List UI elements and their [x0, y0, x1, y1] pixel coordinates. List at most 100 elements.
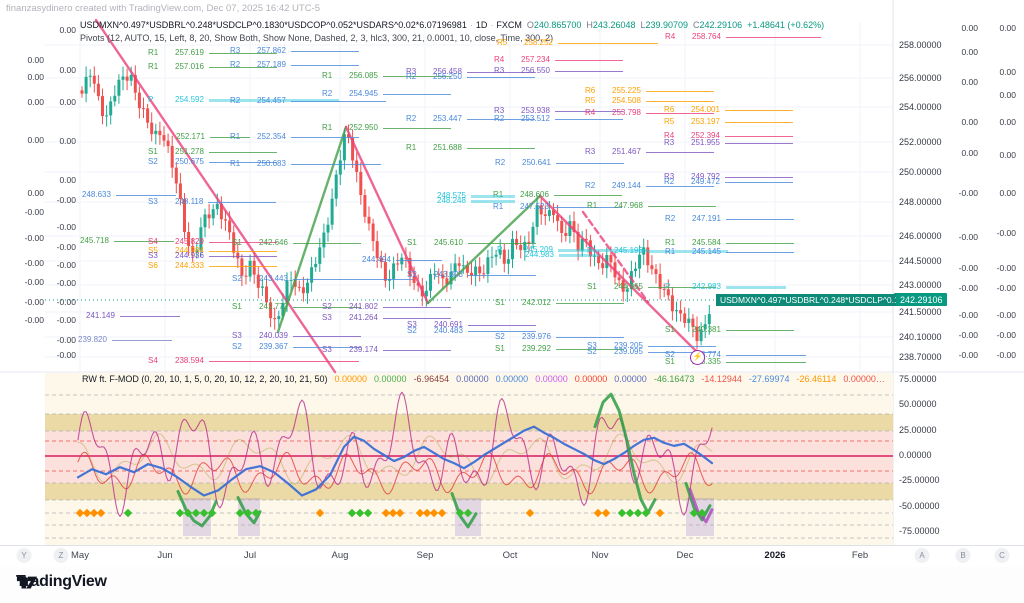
- signal-diamond-orange: [96, 508, 106, 518]
- timeaxis-button-a[interactable]: A: [914, 548, 930, 563]
- indicator-zero-label: -0.00: [56, 297, 76, 307]
- timeaxis-button-z[interactable]: Z: [53, 548, 69, 563]
- indicator-value: 0.00000: [495, 374, 529, 384]
- price-tick: 243.00000: [899, 280, 942, 290]
- pivot-label: S3 240.691: [407, 321, 536, 329]
- indicator-tick: 50.00000: [899, 399, 937, 409]
- timeaxis-button-c[interactable]: C: [994, 548, 1010, 563]
- pivot-label: R3 249.792: [664, 173, 793, 181]
- indicator-zero-label: -0.00: [24, 297, 44, 307]
- indicator-zero-label: 0.00: [961, 47, 978, 57]
- pivot-label: S2 239.095: [587, 348, 716, 356]
- price-tick: 256.00000: [899, 73, 942, 83]
- signal-diamond-green: [363, 508, 373, 518]
- legend-separator: ·: [469, 20, 473, 30]
- pivot-label: R2 253.447: [406, 115, 535, 123]
- price-tick: 246.00000: [899, 231, 942, 241]
- indicator-zero-label: 0.00: [59, 25, 76, 35]
- price-tick: 240.10000: [899, 332, 942, 342]
- indicator-zero-label: 0.00: [999, 117, 1016, 127]
- indicator-legend[interactable]: RW ft. F-MOD (0, 20, 10, 1, 5, 0, 20, 10…: [82, 374, 885, 384]
- pivot-label: R2 247.191: [665, 215, 794, 223]
- time-label: Jul: [243, 550, 257, 561]
- indicator-zero-label: 0.00: [59, 97, 76, 107]
- pivot-label: R1 245.584: [665, 239, 794, 247]
- pivot-label: R5 254.508: [585, 97, 714, 105]
- pivot-label: S4 238.594: [148, 357, 359, 365]
- indicator-tick: 25.00000: [899, 425, 937, 435]
- indicator-value: 0.00000…: [843, 374, 885, 384]
- pivot-label: R3 253.938: [494, 107, 623, 115]
- indicator-zero-label: -0.00: [958, 263, 978, 273]
- pivot-label: R1 245.145: [665, 248, 794, 256]
- timeaxis-button-b[interactable]: B: [955, 548, 971, 563]
- signal-diamond-green: [251, 508, 261, 518]
- indicator-zero-label: 0.00: [27, 135, 44, 145]
- pivot-label: R5 253.197: [664, 118, 793, 126]
- indicator-zero-label: -0.00: [958, 188, 978, 198]
- time-label: Sep: [416, 550, 434, 561]
- footer-bar: TradingView: [0, 567, 1024, 603]
- timeaxis-button-y[interactable]: Y: [16, 548, 32, 563]
- pivot-label: R3 256.550: [494, 67, 623, 75]
- indicator-zero-label: 0.00: [59, 175, 76, 185]
- pivot-label: S2 243.443: [232, 275, 413, 283]
- indicator-zero-label: -0.00: [56, 315, 76, 325]
- indicator-zero-label: -0.00: [56, 335, 76, 345]
- indicator-zero-label: -0.00: [56, 278, 76, 288]
- pivot-label: P 254.592: [148, 96, 339, 104]
- pivot-label: S2 239.976: [495, 333, 624, 341]
- indicator-zero-label: 0.00: [999, 150, 1016, 160]
- indicator-value: -6.96454: [413, 374, 450, 384]
- indicator-zero-label: -0.00: [24, 258, 44, 268]
- pivot-label: R3 256.458: [406, 68, 535, 76]
- price-tick: 244.50000: [899, 256, 942, 266]
- indicator-zero-label: 0.00: [27, 72, 44, 82]
- price-tick: 254.00000: [899, 102, 942, 112]
- indicator-zero-label: -0.00: [996, 350, 1016, 360]
- pivot-label: S1 244.065: [587, 283, 716, 291]
- pivot-label: R1 256.085: [322, 72, 451, 80]
- indicator-zero-label: -0.00: [996, 263, 1016, 273]
- indicator-value: 0.00000: [535, 374, 568, 384]
- pivot-label: R1 251.688: [406, 144, 535, 152]
- pivot-label: S1 238.335: [665, 358, 806, 366]
- time-label: Feb: [851, 550, 869, 561]
- pivot-label: S1 239.292: [495, 345, 624, 353]
- pivot-label: R1 250.683: [230, 160, 381, 168]
- signal-diamond-orange: [395, 508, 405, 518]
- pivots-indicator-legend[interactable]: Pivots (12, AUTO, 15, Left, 8, 20, Show …: [80, 33, 554, 43]
- time-label: May: [71, 550, 89, 561]
- signal-diamond-orange: [601, 508, 611, 518]
- indicator-tick: -25.00000: [899, 475, 940, 485]
- pivot-label: R3 257.862: [230, 47, 359, 55]
- pivot-label: R2 256.250: [406, 73, 535, 81]
- pivot-label: R1 248.606: [493, 191, 622, 199]
- indicator-title[interactable]: RW ft. F-MOD (0, 20, 10, 1, 5, 0, 20, 10…: [82, 374, 328, 384]
- symbol-title[interactable]: USDMXN^0.497*USDBRL^0.248*USDCLP^0.1830*…: [80, 20, 467, 30]
- indicator-zero-label: -0.00: [24, 315, 44, 325]
- indicator-zero-label: -0.00: [958, 283, 978, 293]
- tradingview-logo[interactable]: TradingView: [16, 573, 107, 591]
- indicator-value: -27.69974: [748, 374, 790, 384]
- signal-diamond-green: [123, 508, 133, 518]
- indicator-value: 0.00000: [374, 374, 407, 384]
- indicator-zero-label: -0.00: [958, 232, 978, 242]
- pivot-label: 244.494: [362, 256, 442, 264]
- indicator-zero-label: 0.00: [961, 148, 978, 158]
- indicator-zero-label: 0.00: [27, 188, 44, 198]
- indicator-zero-label: -0.00: [958, 330, 978, 340]
- indicator-zero-label: -0.00: [56, 260, 76, 270]
- pivot-label: R3 251.467: [585, 148, 714, 156]
- lightning-icon[interactable]: ⚡: [690, 350, 705, 365]
- timeframe[interactable]: 1D: [475, 20, 488, 30]
- pivot-label: S6 244.333: [148, 262, 277, 270]
- time-label: Nov: [591, 550, 609, 561]
- watermark: finanzasydinero created with TradingView…: [6, 3, 321, 14]
- series-title-box[interactable]: USDMXN^0.497*USDBRL^0.248*USDCLP^0.18...: [716, 294, 896, 306]
- time-axis[interactable]: May Jun Jul Aug Sep Oct Nov Dec 2026 Feb Y Z A B C: [0, 545, 1024, 567]
- indicator-zero-label: -0.00: [958, 350, 978, 360]
- pivot-label: S1 245.610: [407, 239, 536, 247]
- pivot-label: S5 244.984: [148, 247, 277, 255]
- pivot-label: R2 249.472: [664, 178, 793, 186]
